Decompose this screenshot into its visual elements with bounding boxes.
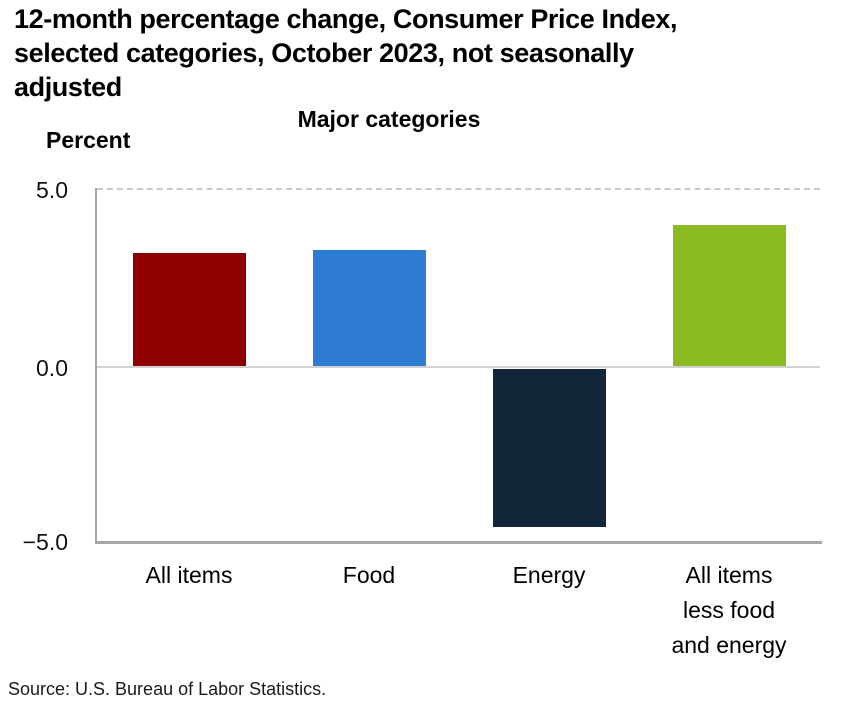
zero-baseline	[97, 366, 820, 368]
x-axis-line	[95, 541, 822, 544]
category-label-line: All items	[145, 562, 233, 588]
category-label-line: less food	[682, 597, 776, 623]
category-label-line: All items	[685, 562, 773, 588]
bar-all-items-less-food-and-energy	[672, 225, 786, 366]
chart-title-line-3: adjusted	[14, 72, 122, 102]
y-tick-label-5: 5.0	[36, 177, 68, 203]
gridline-5-dashed	[97, 188, 820, 190]
category-label-all-items-less-food-and-energy: All items less food and energy	[634, 558, 824, 663]
category-label-line: Food	[342, 562, 396, 588]
bar-food	[312, 249, 426, 366]
bar-all-items	[132, 253, 246, 366]
source-note: Source: U.S. Bureau of Labor Statistics.	[8, 679, 327, 699]
chart-title-line-1: 12-month percentage change, Consumer Pri…	[14, 4, 678, 34]
y-axis-line	[95, 188, 97, 541]
y-tick-label-neg5: −5.0	[22, 529, 68, 555]
chart-subtitle: Major categories	[297, 106, 481, 132]
category-label-line: Energy	[512, 562, 586, 588]
category-label-all-items: All items	[94, 558, 284, 593]
category-label-food: Food	[274, 558, 464, 593]
category-label-energy: Energy	[454, 558, 644, 593]
bar-energy	[492, 369, 606, 528]
y-tick-label-0: 0.0	[36, 355, 68, 381]
chart-title-line-2: selected categories, October 2023, not s…	[14, 38, 634, 68]
category-label-line: and energy	[671, 632, 787, 658]
y-axis-title: Percent	[46, 127, 131, 153]
chart-title: 12-month percentage change, Consumer Pri…	[14, 2, 814, 104]
